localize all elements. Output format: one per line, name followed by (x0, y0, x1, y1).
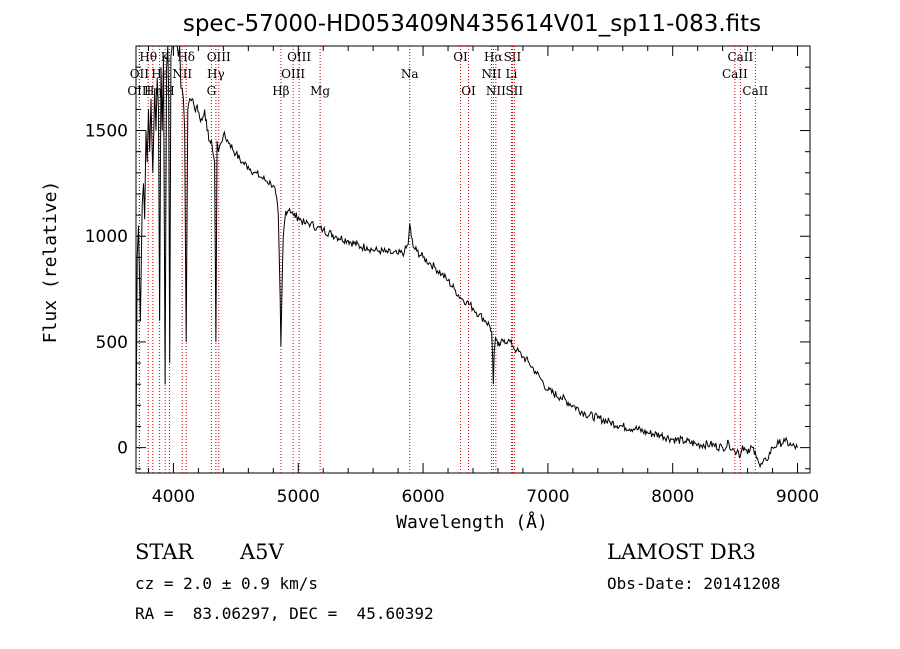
coordinates: RA = 83.06297, DEC = 45.60392 (135, 604, 434, 623)
y-tick-label: 1500 (85, 122, 128, 142)
marker-label: SII (504, 50, 522, 64)
x-tick-label: 9000 (776, 487, 819, 507)
marker-label: H (164, 84, 174, 98)
marker-label: SII (505, 84, 523, 98)
x-tick-label: 8000 (651, 487, 694, 507)
marker-label: OIII (281, 67, 305, 81)
spectrum-line (135, 45, 798, 469)
marker-label: OIII (127, 84, 151, 98)
marker-label: Hθ (139, 50, 157, 64)
marker-label: NII (486, 84, 506, 98)
x-tick-label: 5000 (277, 487, 320, 507)
marker-label: OIII (287, 50, 311, 64)
marker-label: CaII (742, 84, 768, 98)
x-tick-label: 7000 (526, 487, 569, 507)
marker-label: Hδ (177, 50, 195, 64)
plot-frame (135, 45, 811, 474)
object-class: STAR (135, 540, 194, 564)
marker-label: Hβ (272, 84, 289, 98)
marker-label: Hη (144, 84, 162, 98)
marker-label: Na (401, 67, 419, 81)
marker-label: CaII (722, 67, 748, 81)
marker-label: Hε (151, 67, 168, 81)
marker-label: OIII (207, 50, 231, 64)
marker-label: Mg (310, 84, 330, 98)
x-axis-label: Wavelength (Å) (396, 511, 548, 533)
observation-date: Obs-Date: 20141208 (607, 574, 781, 593)
object-subclass: A5V (240, 540, 284, 564)
redshift-value: cz = 2.0 ± 0.9 km/s (135, 574, 319, 593)
survey-name: LAMOST DR3 (607, 540, 756, 564)
marker-label: K (161, 50, 171, 64)
y-tick-label: 500 (96, 333, 128, 353)
marker-label: CaII (727, 50, 753, 64)
marker-label: OI (461, 84, 476, 98)
marker-label: NII (172, 67, 192, 81)
x-tick-label: 6000 (401, 487, 444, 507)
marker-label: G (207, 84, 217, 98)
marker-label: Hγ (207, 67, 225, 81)
marker-label: NII (481, 67, 501, 81)
marker-label: Li (506, 67, 518, 81)
axis-ticks: 4000 5000 6000 7000 8000 9000 0 500 1000 1500 (85, 45, 819, 507)
x-tick-label: 4000 (152, 487, 195, 507)
marker-label: OI (453, 50, 468, 64)
y-tick-label: 1000 (85, 227, 128, 247)
y-axis-label: Flux (relative) (40, 181, 61, 344)
marker-label: Hα (484, 50, 503, 64)
chart-title: spec-57000-HD053409N435614V01_sp11-083.f… (183, 11, 761, 37)
y-tick-label: 0 (117, 439, 128, 459)
